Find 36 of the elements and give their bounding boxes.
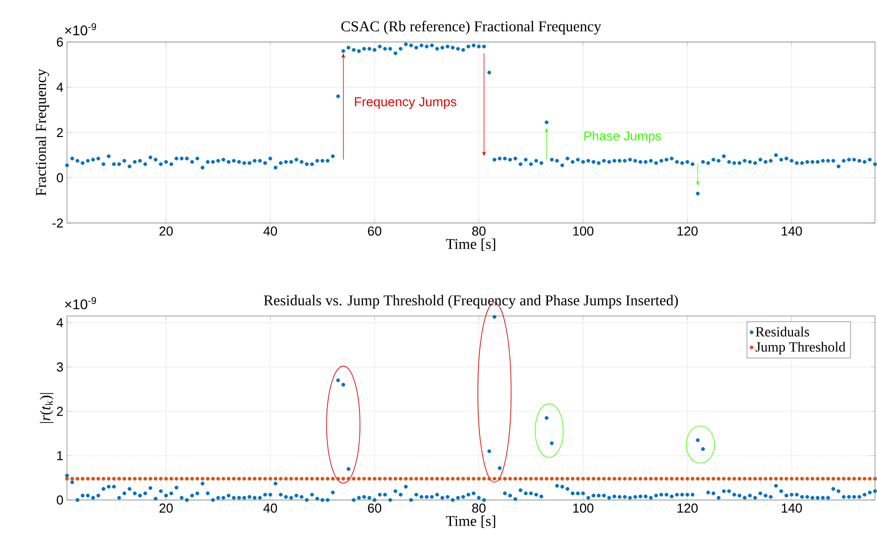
x-tick-label: 40 bbox=[263, 504, 278, 513]
x-tick-label: 100 bbox=[573, 226, 594, 236]
y-tick-label: 4 bbox=[56, 318, 64, 328]
y-tick-label: 4 bbox=[56, 82, 64, 92]
annotation: Frequency Jumps bbox=[354, 97, 456, 109]
y-tick-label: 1 bbox=[57, 451, 63, 460]
x-axis-title: Time [s] bbox=[446, 516, 496, 528]
y-tick-label: -2 bbox=[52, 218, 63, 228]
x-tick-label: 100 bbox=[573, 504, 594, 513]
y-axis-title: |r(t$_{k}$)| bbox=[40, 393, 54, 423]
annotation: Phase Jumps bbox=[584, 130, 662, 144]
x-tick-label: 140 bbox=[782, 226, 802, 236]
x-tick-label: 20 bbox=[160, 226, 173, 236]
y-tick-label: 0 bbox=[56, 173, 63, 182]
x-tick-label: 20 bbox=[160, 504, 173, 513]
x-tick-label: 120 bbox=[678, 226, 698, 236]
text: ×10$^{-9}$ bbox=[65, 297, 96, 310]
y-tick-label: 3 bbox=[56, 362, 63, 372]
x-tick-label: 120 bbox=[678, 504, 698, 513]
chart-title: Residuals vs. Jump Threshold (Frequency and Phase Jumps Inserted) bbox=[264, 294, 678, 308]
x-tick-label: 60 bbox=[368, 226, 382, 236]
y-tick-label: 2 bbox=[56, 128, 63, 138]
y-axis-title: Fractional Frequency bbox=[36, 68, 50, 196]
y-tick-label: 6 bbox=[56, 37, 63, 47]
chart-title: CSAC (Rb reference) Fractional Frequency bbox=[341, 20, 602, 34]
x-axis-title: Time [s] bbox=[446, 238, 496, 251]
x-tick-label: 80 bbox=[472, 226, 486, 236]
text: ×10$^{-9}$ bbox=[65, 23, 96, 36]
x-tick-label: 80 bbox=[472, 504, 486, 513]
x-tick-label: 40 bbox=[263, 226, 278, 236]
x-tick-label: 60 bbox=[368, 504, 382, 513]
x-tick-label: 140 bbox=[782, 504, 802, 513]
y-tick-label: 0 bbox=[56, 495, 63, 505]
y-tick-label: 2 bbox=[56, 406, 63, 416]
legend-label: Residuals bbox=[756, 326, 810, 337]
legend-label: Jump Threshold bbox=[756, 342, 846, 354]
